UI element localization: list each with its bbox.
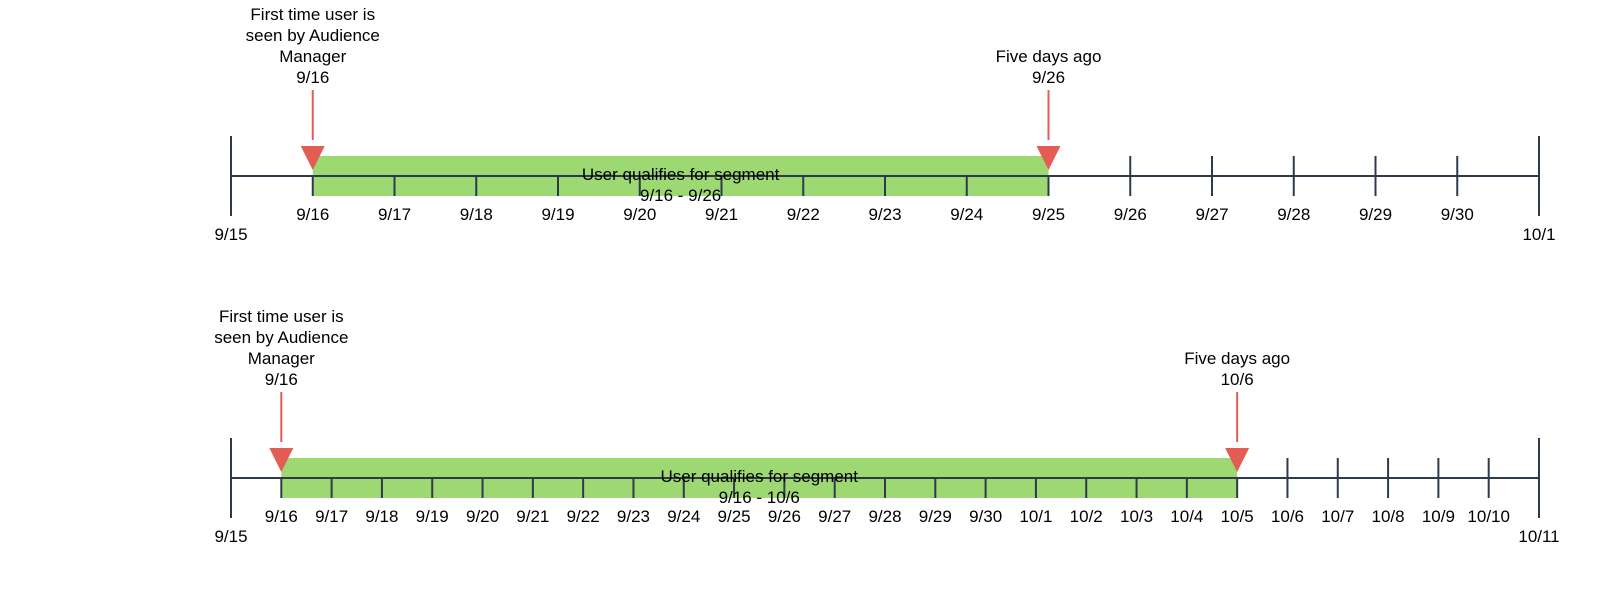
tick-label: 9/22: [787, 205, 820, 224]
tick-label: 9/16: [265, 507, 298, 526]
tick-label: 9/22: [567, 507, 600, 526]
tick-label: 9/24: [950, 205, 983, 224]
first-seen-label-line: seen by Audience: [246, 26, 380, 45]
tick-label: 9/18: [365, 507, 398, 526]
first-seen-label-line: First time user is: [219, 307, 344, 326]
five-days-ago-arrow-arrowhead: [1225, 448, 1250, 472]
tick-label: 10/2: [1070, 507, 1103, 526]
tick-label: 9/27: [1195, 205, 1228, 224]
tick-label: 9/18: [460, 205, 493, 224]
tick-label: 10/8: [1372, 507, 1405, 526]
segment-label: User qualifies for segment: [582, 165, 780, 184]
tick-label: 9/24: [667, 507, 700, 526]
tick-label: 10/9: [1422, 507, 1455, 526]
segment-label: User qualifies for segment: [660, 467, 858, 486]
tick-label: 9/16: [296, 205, 329, 224]
timeline-lower: 9/16 9/17 9/18 9/19 9/20 9/21 9/22 9/23 9/24 9/25…: [214, 307, 1559, 546]
tick-label: 9/28: [868, 507, 901, 526]
first-seen-label-line: First time user is: [250, 5, 375, 24]
first-seen-arrow-arrowhead: [300, 146, 325, 170]
first-seen-arrow-arrowhead: [269, 448, 294, 472]
tick-label: 10/6: [1271, 507, 1304, 526]
tick-label: 9/27: [818, 507, 851, 526]
tick-label: 9/17: [315, 507, 348, 526]
tick-label: 9/23: [617, 507, 650, 526]
tick-label: 9/17: [378, 205, 411, 224]
five-days-ago-label: Five days ago: [1184, 349, 1290, 368]
tick-label: 9/25: [718, 507, 751, 526]
tick-label: 9/19: [416, 507, 449, 526]
first-seen-label-line: seen by Audience: [214, 328, 348, 347]
end-date-label: 10/11: [1518, 527, 1559, 546]
five-days-ago-date: 10/6: [1221, 370, 1254, 389]
segment-range: 9/16 - 10/6: [719, 488, 800, 507]
five-days-ago-date: 9/26: [1032, 68, 1065, 87]
start-date-label: 9/15: [214, 527, 247, 546]
five-days-ago-arrow-arrowhead: [1036, 146, 1061, 170]
tick-label: 9/23: [868, 205, 901, 224]
tick-label: 9/30: [969, 507, 1002, 526]
tick-label: 9/20: [623, 205, 656, 224]
start-date-label: 9/15: [214, 225, 247, 244]
tick-label: 10/5: [1221, 507, 1254, 526]
tick-label: 9/21: [516, 507, 549, 526]
first-seen-date: 9/16: [296, 68, 329, 87]
tick-label: 9/21: [705, 205, 738, 224]
tick-label: 10/7: [1321, 507, 1354, 526]
tick-label: 9/30: [1441, 205, 1474, 224]
tick-label: 10/3: [1120, 507, 1153, 526]
tick-label: 9/20: [466, 507, 499, 526]
tick-label: 9/26: [1114, 205, 1147, 224]
end-date-label: 10/1: [1522, 225, 1555, 244]
tick-label: 10/4: [1170, 507, 1203, 526]
segment-range: 9/16 - 9/26: [640, 186, 721, 205]
five-days-ago-label: Five days ago: [996, 47, 1102, 66]
tick-label: 9/29: [1359, 205, 1392, 224]
tick-label: 9/25: [1032, 205, 1065, 224]
first-seen-date: 9/16: [265, 370, 298, 389]
first-seen-label-line: Manager: [248, 349, 315, 368]
tick-label: 9/26: [768, 507, 801, 526]
tick-label: 9/19: [541, 205, 574, 224]
tick-label: 9/28: [1277, 205, 1310, 224]
tick-label: 9/29: [919, 507, 952, 526]
timeline-upper: 9/16 9/17 9/18 9/19 9/20 9/21 9/22 9/23 9/24 9/25…: [214, 5, 1555, 244]
tick-label: 10/10: [1467, 507, 1510, 526]
tick-label: 10/1: [1019, 507, 1052, 526]
first-seen-label-line: Manager: [279, 47, 346, 66]
